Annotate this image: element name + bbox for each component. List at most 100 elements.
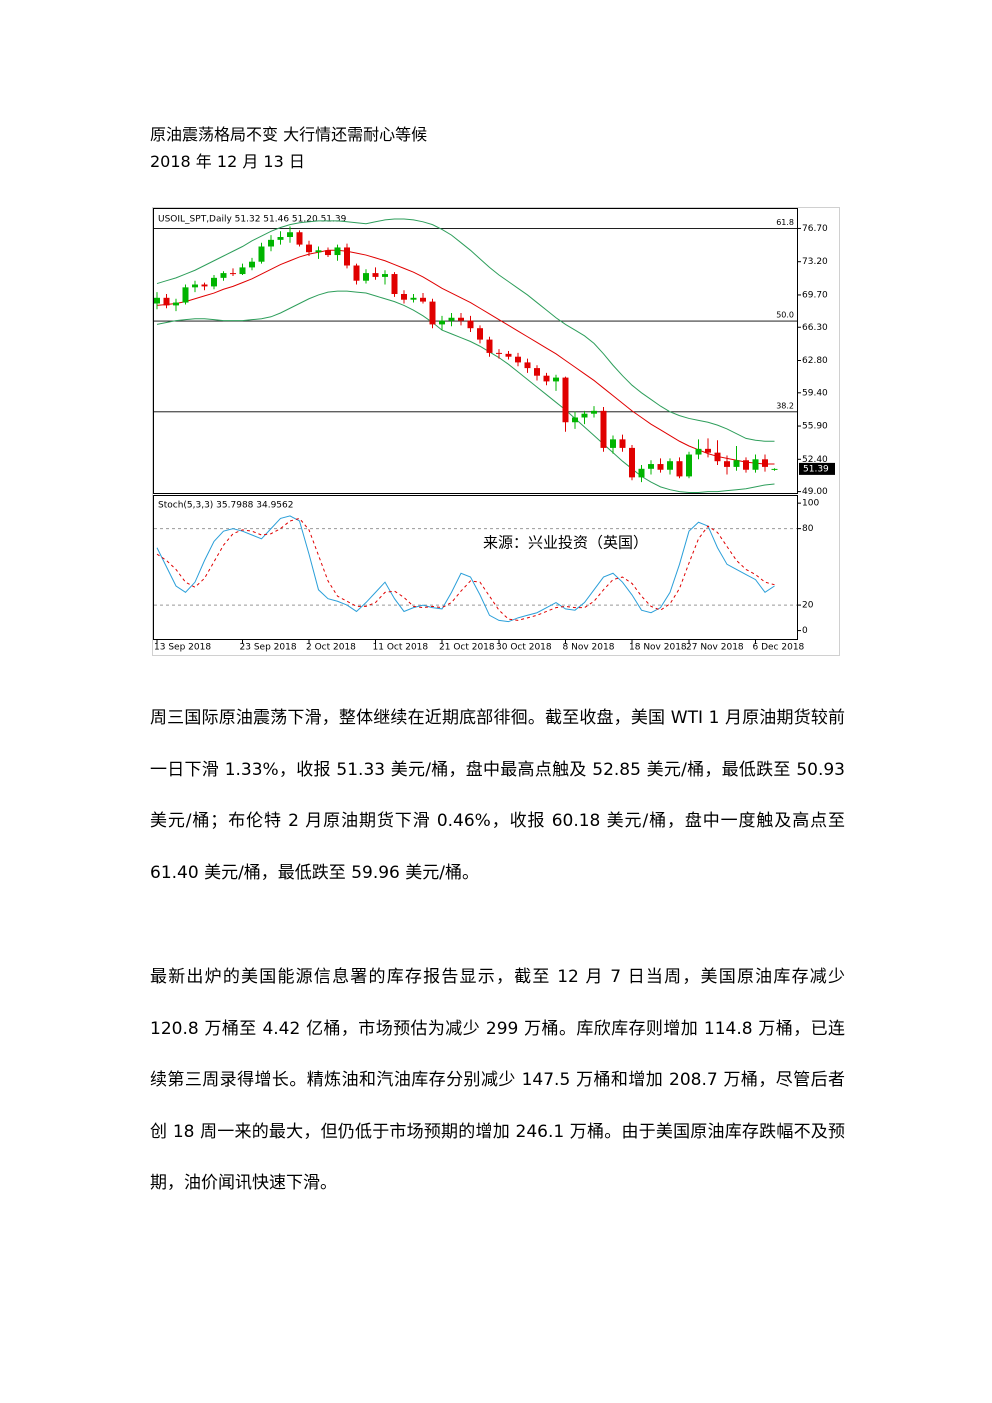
candle-body <box>268 239 274 247</box>
candle-body <box>334 247 341 256</box>
candle-body <box>524 362 531 369</box>
overlay-line <box>156 290 775 494</box>
candle-body <box>249 261 255 268</box>
y-tick-label: 52.40 <box>802 455 828 465</box>
stoch-title: Stoch(5,3,3) 35.7988 34.9562 <box>158 501 293 511</box>
candle-body <box>752 459 759 470</box>
y-tick-label: 62.80 <box>802 356 828 366</box>
candle-body <box>648 464 654 469</box>
chart-border <box>152 207 840 656</box>
candle-body <box>448 317 455 321</box>
candle-body <box>410 297 417 300</box>
overlay-line <box>156 249 775 465</box>
x-tick-label: 27 Nov 2018 <box>686 643 744 653</box>
candle-body <box>277 237 284 240</box>
x-tick-label: 30 Oct 2018 <box>496 643 552 653</box>
last-price-box <box>799 462 835 475</box>
y-tick-label: 66.30 <box>802 323 828 333</box>
candle-body <box>610 439 616 448</box>
candle-body <box>325 250 331 256</box>
candle-body <box>572 417 578 423</box>
x-tick-label: 13 Sep 2018 <box>154 643 211 653</box>
y-tick-label: 59.40 <box>802 388 828 398</box>
candle-body <box>686 454 692 477</box>
candle-body <box>382 274 388 277</box>
y-tick-label: 0 <box>802 626 808 636</box>
fib-label: 61.8 <box>776 218 794 227</box>
candle-body <box>315 250 322 253</box>
candle-body <box>543 375 550 382</box>
y-tick-label: 76.70 <box>802 224 828 234</box>
candle-body <box>629 447 635 478</box>
candle-body <box>353 265 360 281</box>
candle-body <box>439 320 445 325</box>
source-note: 来源：兴业投资（英国） <box>483 534 648 552</box>
candle-body <box>733 460 740 467</box>
candle-body <box>515 356 521 363</box>
y-tick-label: 80 <box>802 524 814 534</box>
candle-body <box>591 410 597 414</box>
overlay-line <box>156 218 775 442</box>
candle-body <box>258 246 265 262</box>
x-tick-label: 21 Oct 2018 <box>439 643 495 653</box>
candle-body <box>638 468 645 478</box>
candle-body <box>467 320 474 329</box>
candle-body <box>372 273 379 277</box>
candle-body <box>657 464 664 470</box>
stoch-line <box>156 515 775 623</box>
x-tick-label: 11 Oct 2018 <box>373 643 429 653</box>
candle-body <box>296 232 303 245</box>
candle-body <box>344 247 350 266</box>
candle-body <box>163 297 170 306</box>
paragraph: 周三国际原油震荡下滑，整体继续在近期底部徘徊。截至收盘，美国 WTI 1 月原油… <box>150 708 845 883</box>
candle-body <box>201 284 208 287</box>
y-tick-label: 100 <box>802 499 819 509</box>
x-tick-label: 2 Oct 2018 <box>306 643 356 653</box>
candle-body <box>695 448 702 455</box>
candle-body <box>458 317 464 321</box>
doc-title: 原油震荡格局不变 大行情还需耐心等候 <box>150 125 428 144</box>
y-tick-label: 49.00 <box>802 487 828 497</box>
x-tick-label: 8 Nov 2018 <box>563 643 615 653</box>
candle-body <box>401 294 407 300</box>
candle-body <box>429 301 436 325</box>
x-tick-label: 23 Sep 2018 <box>240 643 297 653</box>
stoch-panel <box>153 495 798 640</box>
candle-body <box>230 273 236 275</box>
x-tick-label: 6 Dec 2018 <box>753 643 805 653</box>
candle-body <box>724 461 730 467</box>
candle-body <box>762 459 768 467</box>
candle-body <box>505 353 512 357</box>
candle-body <box>391 274 398 294</box>
candle-body <box>211 277 217 287</box>
y-tick-label: 73.20 <box>802 257 828 267</box>
candle-body <box>667 461 673 470</box>
candle-body <box>239 267 246 275</box>
y-tick-label: 55.90 <box>802 422 828 432</box>
candle-body <box>534 368 540 376</box>
candle-body <box>562 377 569 423</box>
candle-body <box>287 232 293 237</box>
candle-body <box>154 297 160 304</box>
candle-body <box>220 273 227 278</box>
candle-body <box>553 377 559 382</box>
candle-body <box>714 452 721 462</box>
candle-body <box>363 273 369 281</box>
candle-body <box>600 410 607 448</box>
candle-body <box>182 287 189 303</box>
candle-body <box>486 339 493 353</box>
main-panel <box>153 208 798 494</box>
candle-body <box>496 352 502 354</box>
y-tick-label: 69.70 <box>802 290 828 300</box>
candle-body <box>771 468 778 470</box>
doc-date: 2018 年 12 月 13 日 <box>150 152 305 171</box>
candle-body <box>306 244 312 253</box>
fib-label: 38.2 <box>776 401 794 410</box>
candle-body <box>173 302 179 306</box>
chart: USOIL_SPT,Daily 51.32 51.46 51.20 51.39 … <box>152 207 840 656</box>
x-tick-label: 18 Nov 2018 <box>629 643 687 653</box>
candle-body <box>420 297 426 302</box>
y-tick-label: 20 <box>802 601 814 611</box>
last-price-label: 51.39 <box>803 464 829 474</box>
